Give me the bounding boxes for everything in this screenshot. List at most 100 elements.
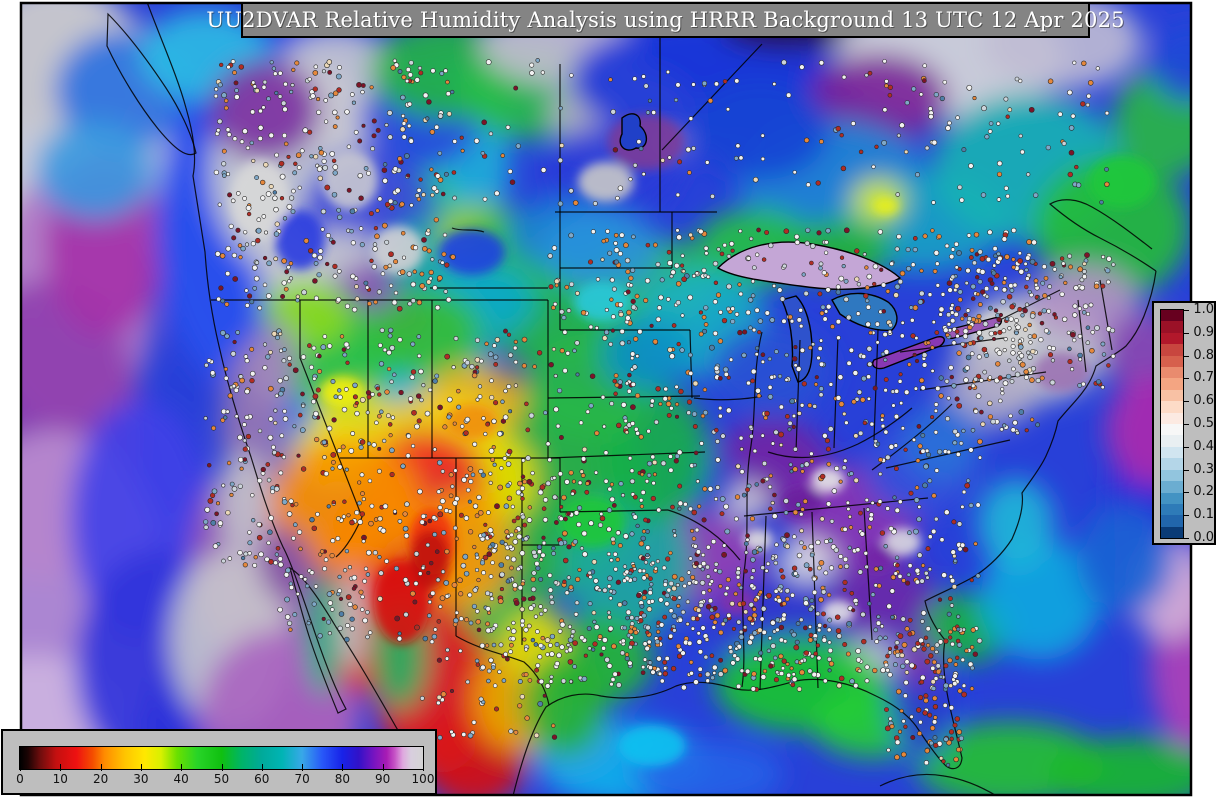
station-dot: [357, 173, 363, 179]
station-dot: [432, 285, 438, 291]
station-dot: [718, 584, 723, 589]
station-dot: [220, 298, 226, 304]
station-dot: [972, 651, 978, 657]
station-dot: [839, 133, 844, 138]
station-dot: [876, 583, 882, 589]
station-dot: [933, 430, 939, 435]
station-dot: [665, 69, 671, 75]
station-dot: [845, 314, 852, 321]
station-dot: [931, 320, 936, 325]
station-dot: [631, 234, 636, 240]
station-dot: [260, 195, 266, 201]
station-dot: [771, 513, 778, 519]
station-dot: [894, 555, 900, 560]
station-dot: [816, 655, 822, 661]
station-dot: [538, 643, 544, 649]
station-dot: [835, 628, 842, 634]
station-dot: [963, 377, 969, 383]
station-dot: [860, 397, 866, 403]
station-dot: [610, 536, 616, 542]
station-dot: [392, 166, 399, 172]
station-dot: [1005, 193, 1010, 199]
station-dot: [203, 519, 209, 525]
station-dot: [434, 124, 440, 130]
station-dot: [223, 105, 229, 111]
station-dot: [313, 261, 319, 266]
station-dot: [627, 660, 633, 666]
station-dot: [828, 382, 834, 387]
station-dot: [911, 437, 917, 443]
station-dot: [912, 247, 918, 253]
station-dot: [549, 651, 555, 657]
station-dot: [483, 522, 488, 527]
station-dot: [854, 276, 860, 282]
station-dot: [271, 444, 276, 450]
station-dot: [632, 514, 638, 520]
station-dot: [606, 663, 613, 669]
station-dot: [324, 184, 331, 191]
station-dot: [817, 291, 823, 297]
station-dot: [772, 655, 778, 661]
station-dot: [632, 364, 638, 370]
station-dot: [864, 265, 869, 270]
station-dot: [964, 648, 969, 653]
station-dot: [645, 624, 651, 631]
station-dot: [802, 545, 807, 550]
station-dot: [911, 646, 918, 653]
station-dot: [835, 284, 841, 290]
station-dot: [397, 518, 403, 524]
station-dot: [1090, 330, 1095, 335]
station-dot: [735, 143, 741, 149]
station-dot: [919, 674, 926, 681]
colorbar-segment: [1161, 424, 1183, 436]
station-dot: [1038, 337, 1044, 343]
station-dot: [790, 592, 795, 598]
lake-huron: [831, 292, 898, 331]
station-dot: [389, 283, 394, 288]
station-dot: [658, 597, 664, 603]
station-dot: [825, 227, 831, 234]
station-dot: [272, 195, 278, 201]
station-dot: [880, 351, 886, 357]
station-dot: [292, 612, 298, 618]
station-dot: [625, 289, 631, 295]
station-dot: [888, 716, 893, 721]
station-dot: [626, 340, 631, 345]
colorbar-tick-label: 70: [294, 772, 310, 786]
station-dot: [638, 146, 644, 152]
station-dot: [953, 662, 959, 667]
station-dot: [925, 626, 931, 632]
station-dot: [645, 529, 650, 534]
station-dot: [824, 539, 829, 544]
station-dot: [313, 295, 319, 301]
station-dot: [675, 582, 680, 588]
station-dot: [632, 576, 638, 582]
station-dot: [405, 453, 411, 459]
station-dot: [938, 375, 944, 381]
station-dot: [1029, 377, 1035, 383]
station-dot: [371, 442, 377, 448]
station-dot: [330, 379, 336, 384]
station-dot: [768, 473, 773, 478]
station-dot: [882, 59, 887, 64]
station-dot: [311, 601, 317, 607]
station-dot: [935, 669, 942, 675]
station-dot: [1049, 379, 1056, 386]
station-dot: [252, 285, 258, 291]
station-dot: [492, 343, 497, 348]
station-dot: [608, 589, 613, 594]
station-dot: [1004, 254, 1010, 260]
station-dot: [651, 480, 656, 486]
station-dot: [808, 345, 813, 351]
station-dot: [557, 200, 564, 207]
station-dot: [656, 655, 662, 662]
station-dot: [886, 603, 892, 610]
station-dot: [599, 652, 604, 657]
station-dot: [296, 529, 303, 535]
station-dot: [579, 469, 584, 474]
station-dot: [344, 109, 350, 115]
station-dot: [843, 296, 849, 303]
station-dot: [1000, 391, 1005, 396]
station-dot: [783, 639, 788, 644]
station-dot: [816, 355, 821, 361]
